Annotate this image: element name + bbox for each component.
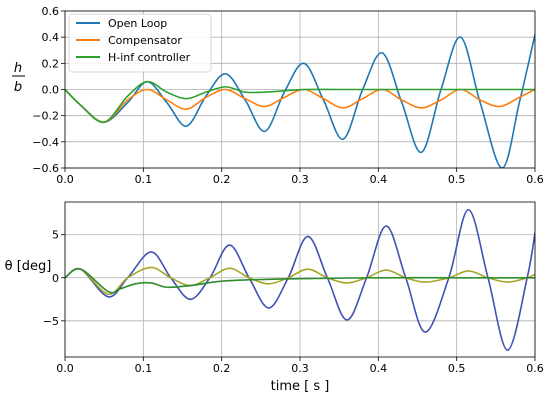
y-tick-label: 0.2 — [42, 57, 60, 70]
y-tick-label: 0 — [52, 272, 59, 285]
y-tick-label: −0.4 — [32, 136, 59, 149]
bottom-chart-panel: 0.0 0.1 0.2 0.3 0.4 0.5 0.6 5 0 −5 θ [deg] time [ s… — [5, 201, 544, 394]
legend-label-2: Compensator — [108, 34, 182, 47]
y-axis-label: θ [deg] — [5, 259, 52, 274]
x-tick-label: 0.2 — [213, 362, 231, 375]
y-tick-label: −5 — [43, 315, 59, 328]
plot-frame — [64, 201, 536, 358]
x-tick-label: 0.5 — [448, 173, 466, 186]
legend: Open Loop Compensator H-inf controller — [68, 13, 212, 73]
series-line-3 — [65, 268, 535, 294]
series-line-2 — [65, 266, 535, 295]
y-tick-label: 0.6 — [42, 5, 60, 18]
series-line-3 — [65, 80, 535, 124]
plot-frame — [64, 10, 536, 169]
x-tick-label: 0.1 — [135, 362, 153, 375]
top-chart-panel: 0.0 0.1 0.2 0.3 0.4 0.5 0.6 0.6 0.4 0.2 0.0 −0.2 −0.… — [12, 5, 544, 186]
x-axis-label: time [ s ] — [271, 379, 330, 394]
x-tick-label: 0.3 — [291, 362, 309, 375]
x-tick-label: 0.6 — [526, 362, 544, 375]
x-tick-label: 0.0 — [56, 173, 74, 186]
x-tick-label: 0.0 — [56, 362, 74, 375]
x-tick-label: 0.3 — [291, 173, 309, 186]
x-tick-label: 0.4 — [370, 362, 388, 375]
y-tick-label: 0.0 — [42, 84, 60, 97]
y-axis-label-numerator: h — [14, 61, 22, 76]
x-tick-label: 0.6 — [526, 173, 544, 186]
x-tick-label: 0.4 — [370, 173, 388, 186]
y-tick-label: 0.4 — [42, 31, 60, 44]
x-tick-label: 0.5 — [448, 362, 466, 375]
series-line-1 — [65, 208, 535, 351]
legend-label-1: Open Loop — [108, 17, 167, 30]
y-tick-label: −0.2 — [32, 110, 59, 123]
x-tick-label: 0.1 — [135, 173, 153, 186]
y-axis-label-denominator: b — [14, 80, 22, 95]
legend-label-3: H-inf controller — [108, 51, 191, 64]
legend-box — [68, 13, 212, 73]
y-tick-label: −0.6 — [32, 162, 59, 175]
x-tick-label: 0.2 — [213, 173, 231, 186]
y-tick-label: 5 — [52, 229, 59, 242]
